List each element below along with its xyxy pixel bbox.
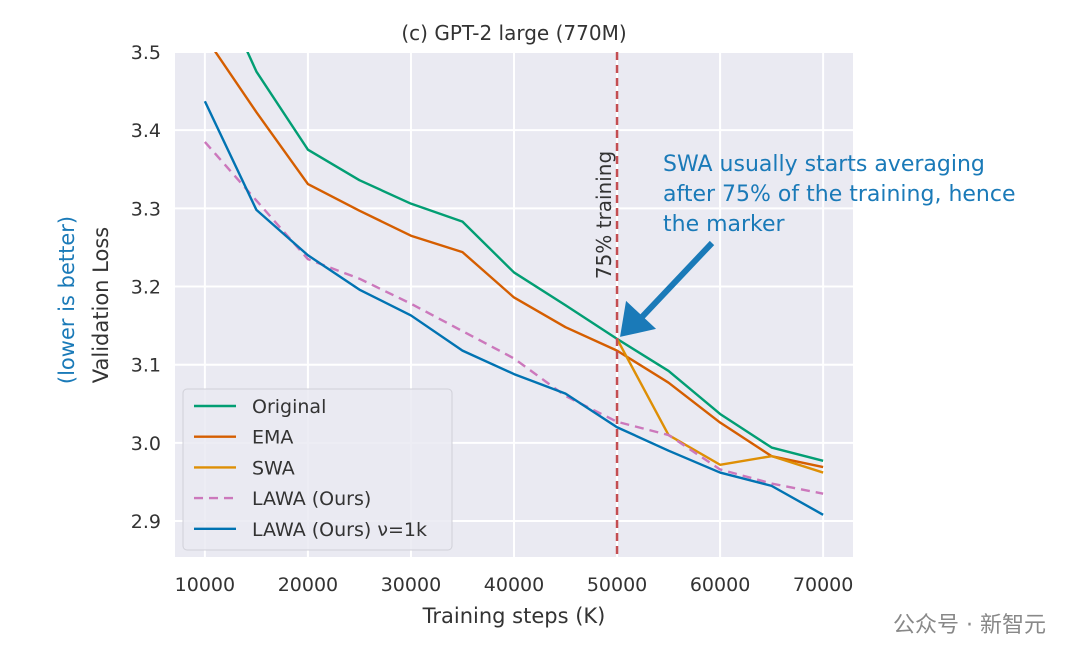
annotation-arrowhead xyxy=(620,300,657,337)
legend: Original EMA SWA LAWA (Ours) LAWA (Ours) ν=1… xyxy=(182,388,453,551)
legend-label: Original xyxy=(252,396,326,418)
y-axis-note: (lower is better) xyxy=(55,216,79,384)
series-line-lawa-ours- xyxy=(203,141,824,495)
y-tick-label: 3.3 xyxy=(131,198,161,220)
series-line-lawa-ours-1k xyxy=(203,100,824,516)
legend-label: LAWA (Ours) ν=1k xyxy=(252,519,427,541)
series-line-original xyxy=(246,52,824,463)
series-line-ema xyxy=(214,52,824,469)
legend-label: LAWA (Ours) xyxy=(252,488,371,510)
y-tick-label: 3.2 xyxy=(131,277,161,299)
legend-box xyxy=(182,388,453,551)
chart-title: (c) GPT-2 large (770M) xyxy=(401,21,626,45)
legend-label: SWA xyxy=(252,457,295,479)
y-tick-label: 3.5 xyxy=(131,42,161,64)
y-tick-label: 2.9 xyxy=(131,511,161,533)
x-tick-label: 30000 xyxy=(381,574,441,596)
annotation-text: the marker xyxy=(663,212,786,237)
x-tick-label: 20000 xyxy=(278,574,338,596)
annotation-arrow-shaft xyxy=(639,240,715,319)
y-tick-label: 3.4 xyxy=(131,120,161,142)
x-tick-label: 60000 xyxy=(690,574,750,596)
x-tick-label: 40000 xyxy=(484,574,544,596)
x-tick-label: 70000 xyxy=(793,574,853,596)
x-axis-label: Training steps (K) xyxy=(422,604,606,628)
annotation-text: after 75% of the training, hence xyxy=(663,182,1016,207)
annotation-text: SWA usually starts averaging xyxy=(663,152,985,177)
legend-label: EMA xyxy=(252,427,293,449)
x-tick-label: 50000 xyxy=(587,574,647,596)
watermark: 公众号 · 新智元 xyxy=(893,613,1046,638)
x-tick-label: 10000 xyxy=(175,574,235,596)
series-line-swa xyxy=(615,338,824,474)
vline-label: 75% training xyxy=(592,151,616,279)
series-group xyxy=(203,52,824,516)
y-tick-label: 3.1 xyxy=(131,355,161,377)
y-tick-label: 3.0 xyxy=(131,433,161,455)
y-axis-label: Validation Loss xyxy=(89,227,113,383)
